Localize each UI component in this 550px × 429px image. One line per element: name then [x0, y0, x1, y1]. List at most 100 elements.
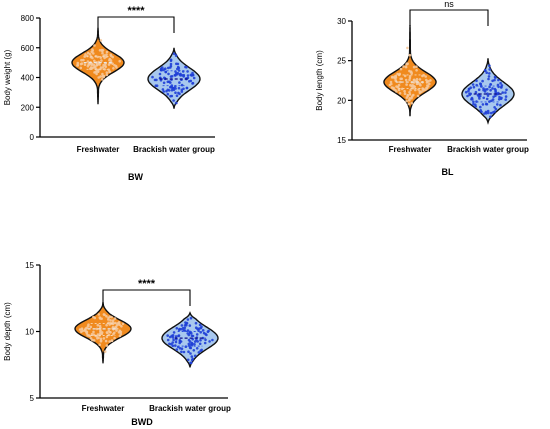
data-point	[103, 56, 106, 60]
data-point	[404, 65, 408, 69]
data-point	[175, 94, 179, 97]
data-point	[97, 76, 100, 79]
data-point	[390, 82, 393, 86]
data-point	[188, 80, 191, 83]
data-point	[109, 319, 112, 322]
data-point	[403, 92, 407, 95]
data-point	[185, 324, 188, 327]
data-point	[466, 94, 469, 98]
x-tick-label: Freshwater	[77, 145, 120, 154]
y-tick-label: 0	[30, 133, 35, 142]
violin-brackish	[147, 47, 201, 109]
data-point	[474, 90, 478, 94]
data-point	[101, 51, 104, 55]
data-point	[414, 88, 417, 92]
data-point	[482, 96, 486, 100]
data-point	[103, 64, 107, 67]
data-point	[166, 80, 170, 84]
data-point	[482, 87, 485, 90]
data-point	[418, 78, 422, 81]
data-point	[83, 328, 87, 332]
y-tick-label: 200	[21, 103, 35, 112]
data-point	[162, 90, 165, 93]
data-point	[487, 75, 491, 78]
y-tick-label: 20	[337, 96, 346, 105]
data-point	[471, 98, 474, 101]
data-point	[391, 75, 394, 79]
data-point	[174, 340, 178, 344]
data-point	[104, 339, 108, 343]
data-point	[169, 66, 172, 69]
data-point	[120, 325, 123, 328]
data-point	[168, 335, 172, 339]
data-point	[115, 329, 118, 332]
data-point	[203, 341, 207, 345]
data-point	[408, 93, 412, 96]
data-point	[198, 342, 202, 346]
data-point	[483, 68, 487, 72]
significance-label: ****	[138, 278, 156, 290]
data-point	[102, 337, 106, 340]
data-point	[79, 66, 83, 70]
data-point	[187, 342, 191, 346]
data-point	[489, 111, 493, 115]
data-point	[191, 73, 195, 77]
y-tick-label: 15	[337, 136, 346, 145]
data-point	[185, 86, 189, 90]
data-point	[119, 332, 123, 336]
data-point	[424, 88, 427, 91]
data-point	[405, 83, 408, 86]
data-point	[175, 348, 179, 351]
data-point	[472, 85, 476, 89]
data-point	[208, 340, 211, 343]
data-point	[105, 315, 108, 318]
data-point	[177, 66, 181, 70]
data-point	[80, 58, 83, 62]
y-tick-label: 800	[21, 14, 35, 23]
data-point	[191, 82, 194, 85]
data-point	[93, 316, 97, 320]
data-point	[494, 90, 497, 93]
data-point	[406, 46, 409, 50]
data-point	[174, 74, 177, 77]
data-point	[189, 352, 192, 355]
y-tick-label: 30	[337, 17, 346, 26]
data-point	[76, 64, 79, 67]
data-point	[101, 66, 105, 69]
data-point	[464, 90, 468, 94]
data-point	[97, 313, 101, 316]
significance-label: ****	[127, 5, 145, 17]
data-point	[92, 52, 95, 55]
data-point	[485, 97, 489, 101]
data-point	[397, 83, 401, 87]
x-tick-label: Freshwater	[82, 404, 125, 413]
chart-title: BW	[128, 172, 143, 182]
data-point	[167, 66, 170, 70]
data-point	[159, 68, 163, 71]
data-point	[159, 79, 163, 82]
data-point	[499, 103, 502, 107]
data-point	[479, 105, 482, 109]
data-point	[151, 75, 154, 79]
data-point	[193, 354, 197, 358]
data-point	[91, 56, 94, 60]
data-point	[180, 90, 184, 93]
data-point	[169, 62, 173, 66]
data-point	[408, 99, 411, 102]
data-point	[115, 66, 118, 69]
data-point	[88, 334, 92, 338]
significance-bracket	[97, 16, 175, 33]
data-point	[105, 50, 109, 54]
data-point	[155, 78, 158, 82]
data-point	[184, 65, 187, 69]
data-point	[479, 94, 482, 98]
data-point	[415, 82, 419, 86]
data-point	[110, 315, 113, 319]
x-tick-label: Brackish water group	[149, 404, 231, 413]
data-point	[118, 59, 121, 63]
significance-bracket	[409, 9, 489, 26]
data-point	[194, 326, 198, 330]
data-point	[467, 87, 471, 91]
data-point	[99, 330, 102, 333]
